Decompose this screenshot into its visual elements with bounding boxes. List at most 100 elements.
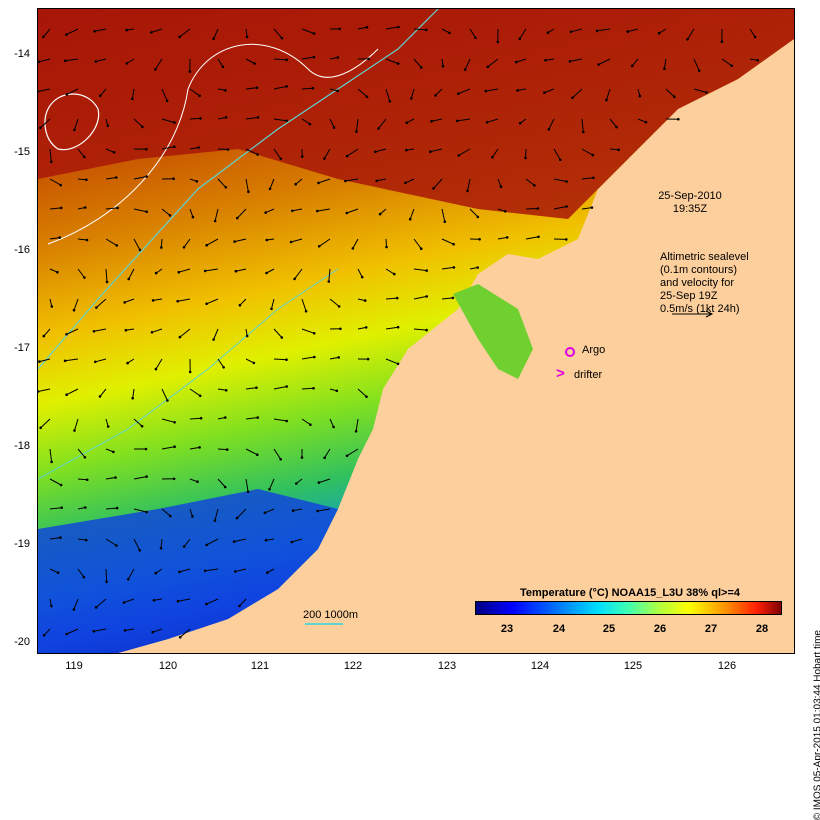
lat-label: -18 [6, 440, 30, 452]
velocity-arrow-head [464, 68, 467, 71]
velocity-arrow-head [50, 461, 53, 464]
velocity-arrow-head [404, 182, 407, 185]
velocity-arrow-head [154, 572, 157, 575]
velocity-arrow-head [92, 630, 95, 633]
velocity-arrow-head [368, 58, 371, 61]
velocity-arrow-head [497, 41, 500, 44]
velocity-arrow-head [756, 59, 759, 62]
velocity-arrow-head [73, 309, 76, 312]
velocity-arrow-head [65, 393, 68, 396]
velocity-arrow-head [544, 59, 547, 62]
isobath-scale-line [305, 623, 343, 625]
velocity-arrow-head [257, 116, 260, 119]
velocity-arrow-head [145, 475, 148, 478]
velocity-arrow-head [183, 545, 186, 548]
velocity-arrow-head [397, 62, 400, 65]
velocity-arrow-head [313, 56, 316, 59]
velocity-arrow-head [615, 126, 618, 129]
sst-map[interactable] [37, 8, 795, 654]
velocity-arrow-head [346, 212, 349, 215]
velocity-arrow-head [238, 605, 241, 608]
velocity-arrow-head [537, 236, 540, 239]
velocity-arrow-head [301, 155, 304, 158]
velocity-arrow-head [214, 519, 217, 522]
velocity-arrow-head [515, 61, 518, 64]
velocity-arrow-head [316, 210, 319, 213]
velocity-arrow-head [95, 606, 98, 609]
velocity-arrow-head [155, 368, 158, 371]
velocity-arrow-head [85, 179, 88, 182]
velocity-arrow-head [425, 29, 428, 32]
velocity-arrow-head [106, 281, 109, 284]
velocity-arrow-head [281, 37, 284, 40]
velocity-arrow-head [222, 366, 225, 369]
velocity-arrow-head [448, 32, 451, 35]
velocity-arrow-head [337, 56, 340, 59]
velocity-arrow-head [236, 217, 239, 220]
velocity-arrow-head [85, 539, 88, 542]
velocity-arrow-head [458, 154, 461, 157]
velocity-arrow-head [176, 300, 179, 303]
velocity-arrow-head [294, 183, 297, 186]
velocity-arrow-head [281, 336, 284, 339]
gulf-region [453, 284, 533, 379]
velocity-arrow [218, 449, 227, 450]
velocity-arrow-head [84, 206, 87, 209]
velocity-arrow [218, 149, 228, 150]
colorbar-tick: 23 [495, 623, 519, 635]
velocity-arrow-head [309, 423, 312, 426]
lon-label: 122 [338, 660, 368, 672]
velocity-arrow-head [173, 421, 176, 424]
velocity-arrow-head [131, 98, 134, 101]
velocity-arrow-head [290, 241, 293, 244]
velocity-arrow-head [487, 66, 490, 69]
velocity-arrow-head [169, 515, 172, 518]
velocity-arrow-head [346, 455, 349, 458]
velocity-arrow-head [279, 458, 282, 461]
velocity-arrow-head [225, 186, 228, 189]
velocity-arrow-head [442, 65, 445, 68]
colorbar-tick: 27 [699, 623, 723, 635]
velocity-arrow-head [131, 397, 134, 400]
velocity-arrow-head [124, 629, 127, 632]
velocity-arrow-head [205, 544, 208, 547]
velocity-arrow-head [39, 427, 42, 430]
velocity-arrow-head [116, 244, 119, 247]
velocity-arrow-head [235, 270, 238, 273]
velocity-arrow-head [338, 305, 341, 308]
velocity-arrow-head [253, 62, 256, 65]
velocity-arrow-head [591, 206, 594, 209]
lon-label: 125 [618, 660, 648, 672]
velocity-arrow-head [198, 446, 201, 449]
velocity-arrow-head [477, 216, 480, 219]
velocity-arrow-head [466, 190, 469, 193]
velocity-arrow-head [293, 278, 296, 281]
velocity-arrow-head [537, 207, 540, 210]
velocity-arrow-head [285, 358, 288, 361]
velocity-arrow-head [285, 420, 288, 423]
velocity-arrow-head [291, 210, 294, 213]
velocity-arrow-head [151, 331, 154, 334]
velocity-arrow-head [444, 220, 447, 223]
velocity-arrow-head [200, 417, 203, 420]
velocity-arrow-head [677, 118, 680, 121]
velocity-arrow-head [227, 148, 230, 151]
velocity-legend-arrow [672, 309, 716, 319]
velocity-arrow-head [486, 121, 489, 124]
velocity-arrow-head [224, 486, 227, 489]
lat-label: -19 [6, 538, 30, 550]
velocity-arrow-head [474, 37, 477, 40]
velocity-arrow-head [39, 127, 42, 130]
legend-line: 25-Sep 19Z [660, 290, 749, 303]
velocity-arrow-head [139, 249, 142, 252]
velocity-arrow-head [57, 571, 60, 574]
velocity-arrow-head [145, 448, 148, 451]
velocity-arrow-head [84, 456, 87, 459]
velocity-arrow-head [246, 335, 249, 338]
velocity-arrow-head [430, 120, 433, 123]
velocity-arrow-head [571, 97, 574, 100]
timestamp-time: 19:35Z [650, 203, 730, 216]
velocity-arrow-head [199, 395, 202, 398]
velocity-arrow-head [198, 95, 201, 98]
velocity-arrow-head [214, 220, 217, 223]
